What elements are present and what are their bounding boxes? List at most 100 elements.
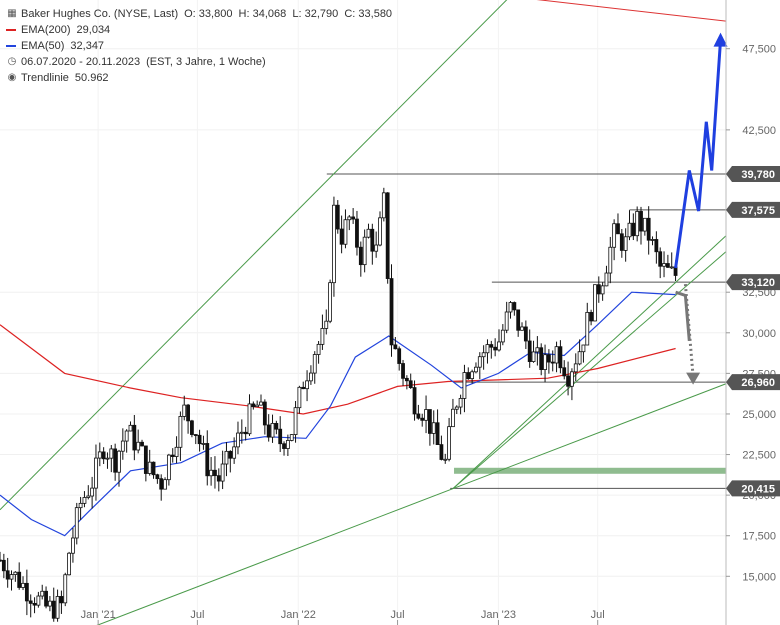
candle-body [604,272,609,287]
candle-body [646,217,651,241]
candle-body [209,469,214,477]
candle-body [74,507,79,539]
candle-body [593,284,597,322]
candle-body [186,404,190,422]
price-level-label-box [726,166,780,183]
candle-body [619,233,624,251]
candle-body [669,266,674,269]
candle-body [378,217,382,246]
candle-body [243,431,248,435]
candle-body [32,602,37,606]
candle-body [558,346,563,369]
candle-body [324,320,329,329]
horizontal-levels-layer [326,173,726,489]
candle-body [516,309,521,331]
candle-body [140,441,144,447]
candle-body [596,284,601,295]
candle-body [97,451,102,459]
candle-body [581,344,586,353]
candle-body [143,445,148,474]
candle-body [485,344,490,354]
candle-body [427,409,432,434]
candle-body [13,571,18,575]
price-level-label: 20,415 [741,483,775,495]
price-level-label-box [726,201,780,218]
candle-body [216,475,221,482]
candle-body [213,469,217,477]
candles-layer [0,187,678,622]
candle-body [51,600,56,619]
candle-body [362,236,367,266]
price-level-label: 37,575 [741,205,775,217]
clock-icon: ◷ [7,56,17,67]
candle-body [412,387,417,415]
candle-body [28,600,33,604]
candle-body [193,434,198,436]
candle-body [285,440,290,449]
candle-body [577,351,582,365]
price-level-label: 26,960 [741,377,775,389]
candle-body [550,361,555,364]
legend-ema50-row: EMA(50) 32,347 [6,38,392,54]
candle-body [393,344,398,350]
x-tick-label: Jul [391,609,405,621]
candle-body [113,448,118,473]
candle-body [36,595,41,606]
candle-body [220,463,225,482]
candle-body [120,440,125,452]
trendline-value: 50.962 [74,72,109,84]
legend-range-row: ◷ 06.07.2020 - 20.11.2023 (EST, 3 Jahre,… [6,54,392,70]
candle-body [585,311,590,346]
price-level-label: 39,780 [741,169,775,181]
candle-body [105,457,110,460]
candle-body [5,570,10,580]
ema200-value: 29,034 [76,24,111,36]
legend-instrument-row: ▦ Baker Hughes Co. (NYSE, Last) O: 33,80… [6,6,392,22]
candle-body [489,344,494,348]
candle-body [90,487,95,497]
candle-body [239,431,244,434]
candle-body [282,443,286,449]
candle-body [477,356,482,368]
candle-body [174,446,179,457]
candle-body [328,282,332,322]
trendline-icon: ◉ [7,72,17,83]
candle-body [404,377,409,382]
candle-body [623,236,628,251]
candle-body [101,451,106,460]
candle-body [420,417,425,421]
candle-body [301,386,306,390]
candle-body [247,403,252,435]
y-tick-label: 30,000 [742,328,776,340]
candle-body [366,228,371,238]
y-tick-label: 47,500 [742,44,776,56]
candle-body [381,192,386,219]
y-tick-label: 15,000 [742,571,776,583]
candle-body [40,590,45,597]
candle-body [312,354,317,374]
candle-body [147,461,152,474]
candle-body [443,458,448,461]
candle-body [255,404,260,408]
candle-body [201,443,206,445]
candle-body [339,228,344,245]
candle-body [59,596,64,604]
ema50-value: 32,347 [70,40,105,52]
candle-body [665,263,670,268]
candle-body [355,218,359,248]
candle-body [642,217,647,232]
candle-body [662,263,666,267]
candle-body [470,371,475,380]
candle-body [124,430,129,442]
candle-body [466,372,471,380]
price-level-label-box [726,274,780,291]
support-zone-layer [454,467,726,474]
candle-body [9,574,14,580]
trendlines-layer [0,0,727,625]
bullish-arrow-head [713,32,728,47]
candle-body [493,346,498,351]
candle-body [47,600,52,607]
candle-body [332,204,336,284]
candle-body [650,239,655,241]
candle-body [554,346,559,364]
